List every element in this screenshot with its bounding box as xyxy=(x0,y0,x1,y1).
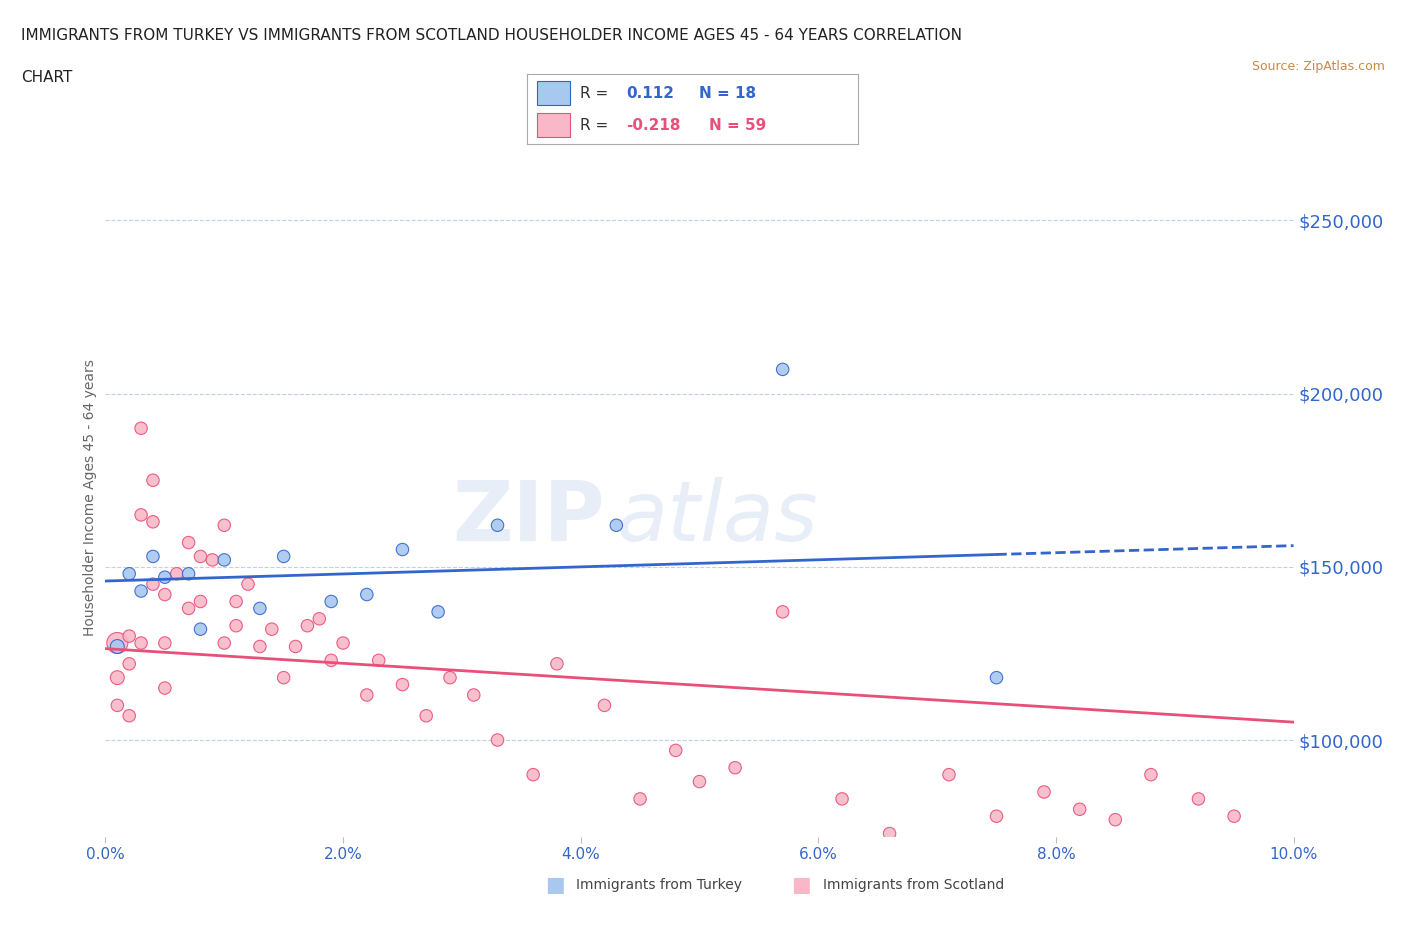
Point xyxy=(356,587,378,602)
Text: IMMIGRANTS FROM TURKEY VS IMMIGRANTS FROM SCOTLAND HOUSEHOLDER INCOME AGES 45 - : IMMIGRANTS FROM TURKEY VS IMMIGRANTS FRO… xyxy=(21,28,962,43)
Point xyxy=(415,709,437,724)
Point xyxy=(356,687,378,702)
Point xyxy=(1187,791,1209,806)
Point xyxy=(153,681,176,696)
Point xyxy=(772,362,794,377)
Point xyxy=(118,629,141,644)
Point xyxy=(214,518,236,533)
Point xyxy=(1033,785,1056,800)
Point xyxy=(1223,809,1246,824)
Point xyxy=(153,570,176,585)
Point xyxy=(665,743,688,758)
Point xyxy=(593,698,616,712)
Point xyxy=(118,709,141,724)
Point xyxy=(201,552,224,567)
Point xyxy=(142,472,165,487)
Point xyxy=(142,514,165,529)
Text: N = 18: N = 18 xyxy=(699,86,756,100)
Point xyxy=(1104,812,1126,827)
Point xyxy=(177,566,200,581)
Point xyxy=(439,671,461,685)
Point xyxy=(177,535,200,550)
Point xyxy=(938,767,960,782)
Text: Immigrants from Scotland: Immigrants from Scotland xyxy=(823,878,1004,893)
Point xyxy=(986,671,1008,685)
Text: ■: ■ xyxy=(546,875,565,896)
Point xyxy=(522,767,544,782)
Point xyxy=(153,587,176,602)
Point xyxy=(605,518,627,533)
Point xyxy=(118,566,141,581)
Point xyxy=(153,635,176,650)
Point xyxy=(105,671,128,685)
Point xyxy=(166,566,188,581)
Point xyxy=(546,657,568,671)
Point xyxy=(105,639,128,654)
Point xyxy=(486,733,509,748)
Point xyxy=(879,826,901,841)
Point xyxy=(486,518,509,533)
Point xyxy=(129,421,152,436)
Point xyxy=(214,552,236,567)
Point xyxy=(273,671,295,685)
Point xyxy=(284,639,307,654)
Point xyxy=(1069,802,1091,817)
Point xyxy=(105,635,128,650)
Point xyxy=(142,549,165,564)
Point xyxy=(260,622,283,637)
Text: 0.112: 0.112 xyxy=(627,86,675,100)
Text: -0.218: -0.218 xyxy=(627,118,681,133)
Point xyxy=(391,677,413,692)
Text: R =: R = xyxy=(581,118,609,133)
Point xyxy=(308,611,330,626)
Point xyxy=(391,542,413,557)
Text: Immigrants from Turkey: Immigrants from Turkey xyxy=(576,878,742,893)
Point xyxy=(118,657,141,671)
Point xyxy=(986,809,1008,824)
Bar xyxy=(537,82,571,105)
Point xyxy=(177,601,200,616)
Point xyxy=(1140,767,1163,782)
Point xyxy=(463,687,485,702)
Point xyxy=(321,653,343,668)
Text: CHART: CHART xyxy=(21,70,73,85)
Point xyxy=(332,635,354,650)
Point xyxy=(129,508,152,523)
Point xyxy=(190,594,212,609)
Point xyxy=(190,549,212,564)
Point xyxy=(214,635,236,650)
Text: Source: ZipAtlas.com: Source: ZipAtlas.com xyxy=(1251,60,1385,73)
Text: R =: R = xyxy=(581,86,609,100)
Y-axis label: Householder Income Ages 45 - 64 years: Householder Income Ages 45 - 64 years xyxy=(83,359,97,636)
Bar xyxy=(537,113,571,138)
Point xyxy=(321,594,343,609)
Point xyxy=(142,577,165,591)
Point xyxy=(225,594,247,609)
Point xyxy=(689,774,711,789)
Point xyxy=(831,791,853,806)
Point xyxy=(225,618,247,633)
Point xyxy=(105,698,128,712)
Point xyxy=(724,761,747,776)
Point xyxy=(427,604,450,619)
Text: N = 59: N = 59 xyxy=(709,118,766,133)
Point xyxy=(628,791,651,806)
Point xyxy=(236,577,259,591)
Point xyxy=(249,639,271,654)
Point xyxy=(273,549,295,564)
Text: ZIP: ZIP xyxy=(451,477,605,558)
Point xyxy=(367,653,389,668)
Point xyxy=(190,622,212,637)
Text: atlas: atlas xyxy=(616,477,818,558)
Point xyxy=(129,635,152,650)
Point xyxy=(129,584,152,599)
Point xyxy=(772,604,794,619)
Point xyxy=(249,601,271,616)
Point xyxy=(297,618,319,633)
Text: ■: ■ xyxy=(792,875,811,896)
